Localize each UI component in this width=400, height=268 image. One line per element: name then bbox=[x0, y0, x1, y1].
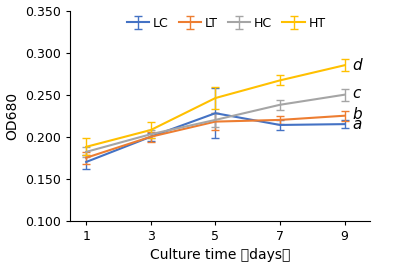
Text: b: b bbox=[353, 107, 362, 122]
Text: c: c bbox=[353, 86, 361, 101]
Y-axis label: OD680: OD680 bbox=[6, 92, 20, 140]
Text: d: d bbox=[353, 58, 362, 73]
Text: a: a bbox=[353, 117, 362, 132]
Legend: LC, LT, HC, HT: LC, LT, HC, HT bbox=[127, 17, 326, 30]
X-axis label: Culture time （days）: Culture time （days） bbox=[150, 248, 290, 262]
